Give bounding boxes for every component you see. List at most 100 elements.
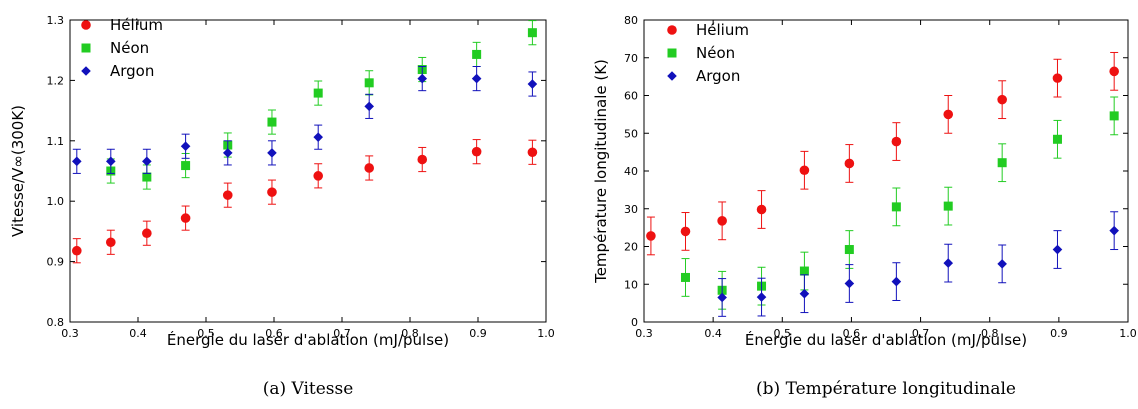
temperature-chart: 0.3 0.4 0.5 0.6 0.7 0.8 0.9 1.0 0 10 20 30 40 50 60 70…: [592, 14, 1137, 399]
argon-point: [313, 132, 323, 142]
legend-marker-helium: [667, 25, 677, 35]
data-layer: [72, 20, 538, 264]
helium-point: [417, 154, 428, 165]
neon-point: [680, 272, 690, 282]
neon-point: [844, 245, 854, 255]
neon-point: [1052, 134, 1062, 144]
neon-point: [181, 161, 191, 171]
helium-point: [313, 171, 324, 181]
helium-point: [756, 204, 767, 215]
neon-point: [267, 117, 277, 127]
plot-frame: [643, 19, 1129, 323]
y-tick-label: 10: [624, 278, 638, 291]
legend-label-neon: Néon: [110, 39, 149, 57]
x-tick-label: 0.7: [912, 327, 930, 340]
data-layer: [646, 51, 1119, 317]
y-tick-label: 70: [624, 52, 638, 65]
x-tick-label: 0.4: [704, 327, 722, 340]
helium-point: [142, 228, 152, 239]
argon-point: [891, 276, 902, 287]
legend-label-neon: Néon: [696, 44, 735, 62]
x-tick-label: 0.3: [635, 327, 653, 340]
y-tick-label: 20: [624, 241, 638, 254]
y-tick-label: 0.8: [47, 316, 65, 329]
helium-point: [106, 237, 116, 248]
helium-point: [943, 109, 954, 120]
argon-point: [364, 101, 374, 112]
argon-point: [222, 148, 233, 158]
y-tick-label: 60: [624, 90, 638, 103]
y-axis-title: Vitesse/V∞(300K): [9, 105, 27, 237]
helium-point: [844, 158, 855, 169]
helium-point: [717, 216, 727, 226]
helium-point: [1109, 66, 1119, 77]
y-tick-label: 1.1: [47, 135, 65, 148]
legend-marker-neon: [81, 43, 91, 53]
x-tick-label: 0.6: [843, 327, 861, 340]
argon-point: [997, 259, 1007, 269]
chart-caption: (b) Température longitudinale: [756, 379, 1016, 399]
x-axis-ticks: 0.3 0.4 0.5 0.6 0.7 0.8 0.9 1.0: [635, 20, 1137, 340]
x-tick-label: 0.3: [61, 327, 79, 340]
argon-point: [180, 141, 191, 152]
x-axis-title: Énergie du laser d'ablation (mJ/pulse): [167, 330, 449, 349]
argon-point: [106, 156, 116, 167]
helium-point: [680, 226, 691, 237]
argon-point: [527, 79, 538, 89]
helium-point: [646, 231, 656, 241]
neon-point: [799, 266, 809, 276]
helium-point: [180, 213, 191, 223]
argon-point: [756, 292, 767, 302]
legend-marker-argon: [81, 66, 91, 76]
y-axis-title: Température longitudinale (K): [592, 59, 610, 284]
argon-point: [72, 156, 82, 167]
chart-caption: (a) Vitesse: [263, 379, 354, 399]
legend: Hélium Néon Argon: [81, 16, 163, 80]
neon-point: [1109, 111, 1119, 121]
y-tick-label: 1.3: [47, 14, 65, 27]
legend-marker-helium: [81, 20, 91, 30]
helium-point: [1052, 73, 1063, 83]
neon-point: [472, 49, 482, 59]
x-tick-label: 0.9: [469, 327, 487, 340]
argon-point: [1109, 225, 1119, 236]
y-axis-ticks: 0 10 20 30 40 50 60 70 80: [624, 14, 1128, 329]
y-tick-label: 30: [624, 203, 638, 216]
x-tick-label: 0.7: [333, 327, 351, 340]
y-tick-label: 40: [624, 165, 638, 178]
helium-point: [267, 187, 277, 197]
argon-point: [943, 258, 954, 268]
neon-point: [142, 172, 152, 182]
helium-point: [72, 245, 82, 256]
legend-marker-argon: [667, 71, 677, 81]
helium-point: [527, 147, 538, 158]
y-tick-label: 50: [624, 127, 638, 140]
argon-point: [799, 288, 810, 299]
legend-label-helium: Hélium: [696, 21, 749, 39]
helium-point: [222, 190, 233, 200]
argon-point: [844, 278, 855, 289]
x-tick-label: 0.4: [129, 327, 147, 340]
x-axis-title: Énergie du laser d'ablation (mJ/pulse): [745, 330, 1027, 349]
neon-point: [313, 88, 323, 98]
velocity-chart: 0.3 0.4 0.5 0.6 0.7 0.8 0.9 1.0 0.8 0.9 1.0 1.1 1.2…: [9, 14, 555, 399]
neon-point: [891, 202, 901, 212]
neon-point: [364, 78, 374, 88]
neon-point: [527, 28, 537, 38]
y-tick-label: 80: [624, 14, 638, 27]
x-tick-label: 0.5: [774, 327, 792, 340]
x-tick-label: 0.8: [401, 327, 419, 340]
legend-label-helium: Hélium: [110, 16, 163, 34]
argon-point: [142, 156, 152, 167]
legend-label-argon: Argon: [110, 62, 154, 80]
helium-point: [364, 163, 375, 173]
x-tick-label: 0.9: [1050, 327, 1068, 340]
argon-point: [471, 73, 482, 84]
helium-point: [799, 165, 810, 176]
helium-point: [997, 94, 1007, 105]
plot-frame: [69, 19, 547, 323]
y-tick-label: 0.9: [47, 256, 65, 269]
y-tick-label: 0: [631, 316, 638, 329]
argon-point: [417, 73, 428, 84]
